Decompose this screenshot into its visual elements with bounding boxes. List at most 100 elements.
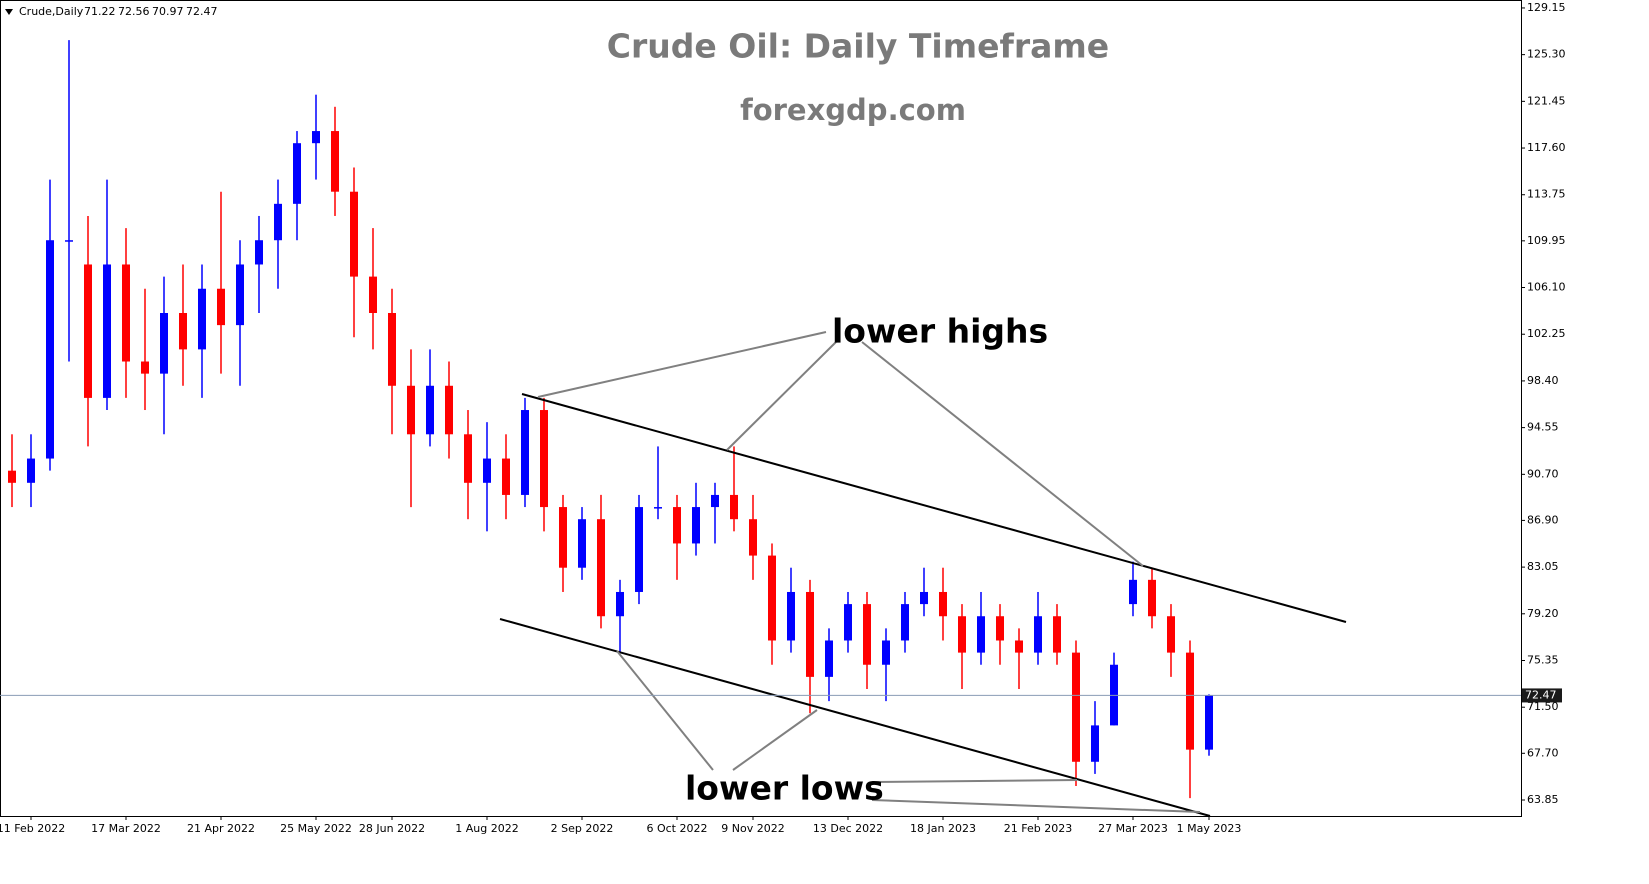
annotation-line [861, 341, 1144, 567]
x-tick-label: 13 Dec 2022 [813, 822, 883, 835]
x-tick-label: 2 Sep 2022 [551, 822, 614, 835]
y-tick-label: 129.15 [1527, 1, 1566, 14]
candle-body [236, 264, 244, 326]
y-tick-label: 71.50 [1527, 700, 1559, 713]
candle-body [559, 507, 567, 568]
candle-body [863, 604, 871, 665]
annotation-line [732, 709, 818, 771]
candle-body [901, 604, 909, 641]
y-tick-label: 113.75 [1527, 188, 1566, 201]
candle-body [654, 507, 662, 509]
x-tick-label: 27 Mar 2023 [1098, 822, 1168, 835]
candle-body [768, 555, 776, 641]
candle-body [1072, 652, 1080, 762]
y-tick-label: 94.55 [1527, 421, 1559, 434]
candle-body [996, 616, 1004, 641]
candle-body [274, 203, 282, 241]
candle-body [958, 616, 966, 653]
annotation-line [537, 331, 827, 398]
candle-body [730, 494, 738, 520]
candle-body [350, 191, 358, 277]
y-tick-label: 75.35 [1527, 654, 1559, 667]
x-tick-label: 9 Nov 2022 [721, 822, 784, 835]
candle-body [1148, 579, 1156, 617]
candle-body [293, 143, 301, 204]
candle-body [160, 312, 168, 374]
y-tick-label: 63.85 [1527, 793, 1559, 806]
candle-body [1205, 695, 1213, 750]
candle-body [1091, 725, 1099, 762]
candle-body [844, 604, 852, 641]
candle-body [825, 640, 833, 677]
x-tick-label: 21 Apr 2022 [187, 822, 255, 835]
annotation: lower lows [685, 769, 884, 808]
header-low: 70.97 [152, 5, 184, 18]
candle-body [939, 591, 947, 617]
annotation-line [616, 650, 714, 771]
trend-drawings [499, 331, 1347, 817]
candle-body [65, 240, 73, 242]
candle-body [1167, 616, 1175, 653]
header-high: 72.56 [118, 5, 150, 18]
x-tick-label: 25 May 2022 [280, 822, 352, 835]
candle-body [920, 591, 928, 605]
candle-body [464, 434, 472, 483]
candle-body [8, 470, 16, 483]
x-tick-label: 11 Feb 2022 [0, 822, 65, 835]
header: Crude,Daily 71.22 72.56 70.97 72.47 [5, 5, 218, 18]
candle-body [255, 240, 263, 265]
candle-body [141, 361, 149, 374]
y-tick-label: 86.90 [1527, 513, 1559, 526]
chart-subtitle: forexgdp.com [740, 93, 966, 127]
candle-body [711, 494, 719, 508]
y-tick-label: 106.10 [1527, 281, 1566, 294]
header-close: 72.47 [186, 5, 218, 18]
candle-body [122, 264, 130, 362]
candle-body [1034, 616, 1042, 653]
channel-upper [521, 393, 1347, 623]
y-tick-label: 109.95 [1527, 234, 1566, 247]
plot-frame [0, 0, 1522, 817]
candle-body [673, 507, 681, 544]
candle-body [1015, 640, 1023, 653]
last-price-box [1522, 688, 1562, 703]
candle-body [1186, 652, 1194, 750]
y-tick-label: 117.60 [1527, 141, 1566, 154]
candle-body [388, 312, 396, 386]
candle-body [578, 519, 586, 568]
candle-body [806, 591, 814, 677]
candle-body [407, 385, 415, 435]
candle-body [1129, 579, 1137, 605]
candle-body [84, 264, 92, 398]
candle-body [331, 131, 339, 192]
candle-body [977, 616, 985, 653]
candle-body [882, 640, 890, 665]
candle-body [635, 507, 643, 592]
annotation: lower highs [832, 312, 1048, 351]
y-tick-label: 102.25 [1527, 327, 1566, 340]
x-tick-label: 18 Jan 2023 [910, 822, 976, 835]
candle-body [179, 312, 187, 350]
y-tick-label: 79.20 [1527, 607, 1559, 620]
y-tick-label: 90.70 [1527, 467, 1559, 480]
y-tick-label: 125.30 [1527, 48, 1566, 61]
candle-body [483, 458, 491, 483]
candle-body [426, 385, 434, 435]
candle-body [103, 264, 111, 398]
candle-body [27, 458, 35, 483]
chart-title: Crude Oil: Daily Timeframe [607, 27, 1109, 66]
header-arrow [5, 9, 13, 15]
y-tick-label: 67.70 [1527, 746, 1559, 759]
y-tick-label: 98.40 [1527, 374, 1559, 387]
candle-body [198, 288, 206, 350]
candle-body [369, 276, 377, 313]
candle-body [46, 240, 54, 459]
candle-body [502, 458, 510, 495]
candle-body [445, 385, 453, 435]
x-tick-label: 28 Jun 2022 [359, 822, 425, 835]
x-tick-label: 17 Mar 2022 [91, 822, 161, 835]
candle-body [749, 519, 757, 556]
candle-body [540, 410, 548, 508]
annotation-line [871, 799, 1201, 813]
